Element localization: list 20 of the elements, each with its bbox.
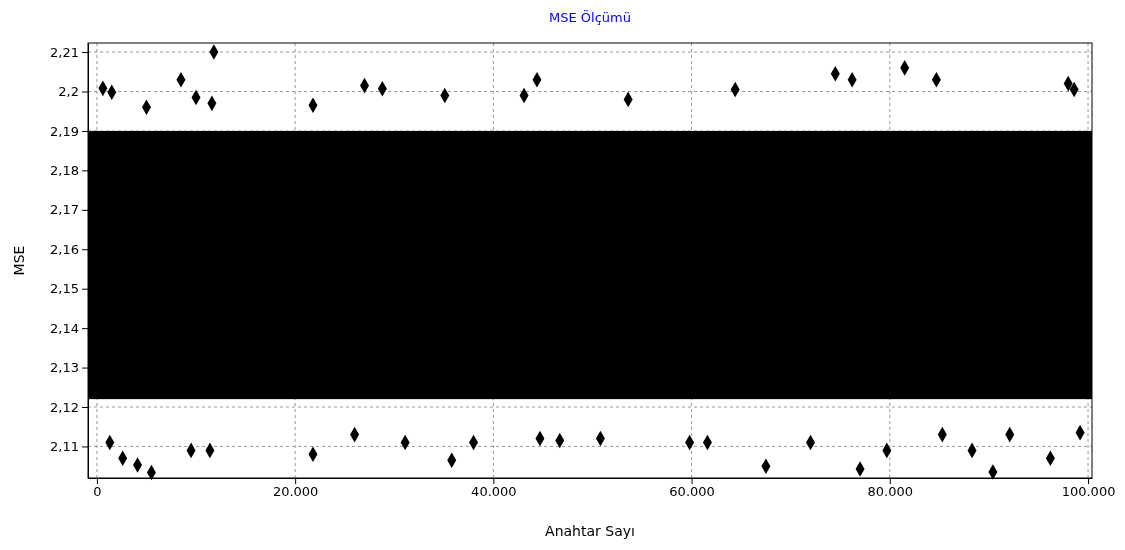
x-tick-label: 20.000 — [272, 484, 319, 500]
y-tick-label: 2,16 — [50, 241, 79, 257]
y-tick-label: 2,17 — [50, 202, 79, 218]
x-tick-label: 0 — [93, 484, 102, 500]
x-tick-label: 80.000 — [867, 484, 914, 500]
x-tick-label: 60.000 — [669, 484, 715, 500]
x-axis-title: Anahtar Sayı — [545, 523, 635, 539]
y-tick-label: 2,19 — [50, 123, 79, 139]
y-tick-label: 2,14 — [50, 320, 79, 336]
y-tick-label: 2,2 — [58, 84, 79, 100]
y-tick-label: 2,21 — [50, 44, 79, 60]
chart-title: MSE Ölçümü — [549, 9, 631, 25]
y-tick-label: 2,18 — [50, 163, 79, 179]
x-tick-label: 100.000 — [1061, 484, 1116, 500]
y-tick-label: 2,11 — [50, 439, 79, 455]
y-axis-title: MSE — [11, 245, 27, 276]
y-tick-label: 2,12 — [50, 399, 79, 415]
y-tick-label: 2,15 — [50, 281, 79, 297]
y-tick-label: 2,13 — [50, 360, 79, 376]
x-tick-label: 40.000 — [471, 484, 517, 500]
